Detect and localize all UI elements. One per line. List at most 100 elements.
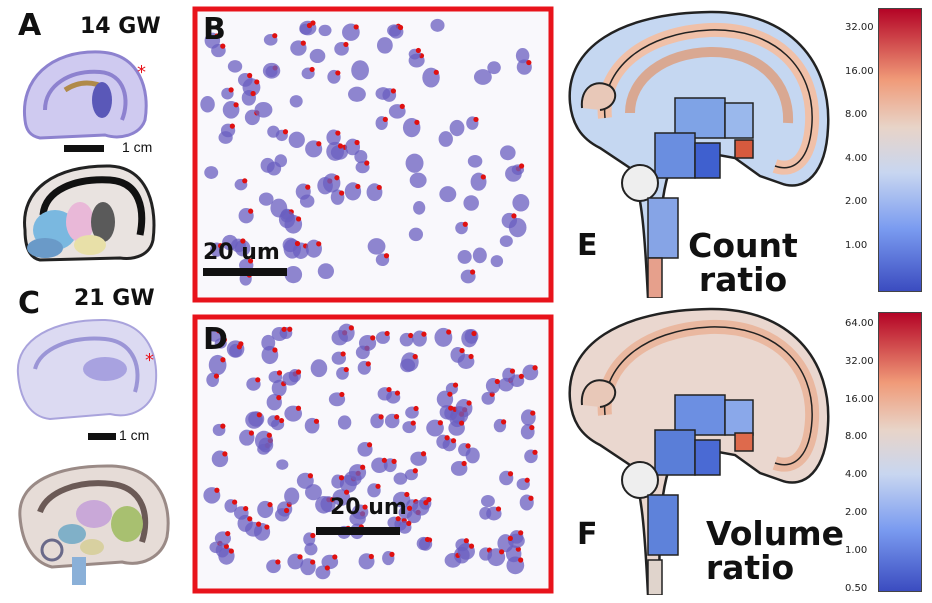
cell-marker-dot [294, 240, 301, 247]
stained-cell [512, 194, 530, 212]
cell-marker-dot [348, 325, 354, 331]
cell-marker-dot [305, 184, 311, 190]
cell-marker-dot [276, 395, 282, 401]
cell-marker-dot [332, 554, 338, 560]
cell-marker-dot [507, 471, 514, 477]
cell-marker-dot [465, 443, 471, 449]
stained-cell [309, 48, 326, 64]
cell-marker-dot [281, 326, 287, 332]
colorbar-tick-label: 1.00 [845, 544, 868, 556]
cell-marker-dot [254, 79, 260, 85]
cell-marker-dot [463, 538, 469, 544]
stained-cell [310, 359, 328, 378]
svg-text:*: * [137, 62, 146, 83]
cell-marker-dot [310, 559, 316, 565]
cell-marker-dot [343, 41, 349, 48]
cell-marker-dot [420, 451, 427, 457]
cell-marker-dot [390, 88, 397, 94]
cell-marker-dot [382, 116, 388, 123]
stained-cell [254, 101, 273, 118]
stained-cell [267, 125, 280, 138]
cell-marker-dot [524, 477, 530, 483]
panel-b-scale-bar [203, 268, 287, 276]
cell-marker-dot [365, 361, 371, 367]
panel-b-histology [192, 6, 554, 303]
stained-cell [408, 227, 424, 242]
panel-c-age: 21 GW [74, 286, 155, 311]
cell-marker-dot [355, 183, 361, 190]
panel-d-cell-group [203, 323, 539, 580]
stained-cell [499, 235, 513, 247]
panel-c-letter: C [18, 286, 41, 321]
cell-marker-dot [518, 373, 524, 379]
cell-marker-dot [399, 103, 405, 109]
panel-e-colorbar [878, 8, 922, 292]
cell-marker-dot [433, 69, 439, 75]
stained-cell [348, 86, 366, 102]
panel-b-cell-group [200, 18, 532, 286]
cell-marker-dot [287, 326, 293, 332]
cell-marker-dot [300, 40, 306, 46]
cell-marker-dot [316, 241, 322, 247]
cell-marker-dot [264, 524, 270, 530]
stained-cell [289, 95, 303, 108]
stained-cell [284, 487, 300, 505]
cell-marker-dot [532, 365, 538, 371]
cell-marker-dot [295, 405, 302, 411]
cell-marker-dot [340, 351, 346, 357]
stained-cell [439, 186, 457, 203]
colorbar-tick-label: 8.00 [845, 109, 868, 120]
cell-marker-dot [213, 373, 220, 379]
panel-f-brain-map [568, 307, 830, 595]
cell-marker-dot [243, 505, 249, 512]
panel-a-nissl-section: * [22, 50, 148, 140]
panel-e-label-line1: Count [688, 226, 798, 265]
cell-marker-dot [266, 432, 272, 438]
cell-marker-dot [278, 417, 285, 424]
cell-marker-dot [218, 243, 224, 249]
cell-marker-dot [518, 557, 524, 563]
cell-marker-dot [335, 70, 341, 76]
panel-e-brain-map [568, 10, 830, 298]
cell-marker-dot [473, 116, 479, 123]
cell-marker-dot [528, 495, 534, 501]
cell-marker-dot [393, 414, 400, 420]
cell-marker-dot [412, 468, 418, 474]
cell-marker-dot [248, 208, 254, 214]
stained-cell [463, 195, 479, 211]
panel-d-scale-label: 20 um [330, 495, 407, 520]
cell-marker-dot [216, 328, 222, 334]
stained-cell [262, 62, 281, 79]
cell-marker-dot [461, 460, 467, 467]
cell-marker-dot [413, 405, 419, 412]
cell-marker-dot [423, 500, 429, 506]
cell-marker-dot [344, 489, 350, 495]
panel-e-letter: E [577, 228, 598, 263]
cell-marker-dot [236, 344, 242, 350]
stained-cell [508, 217, 527, 238]
colorbar-tick-label: 4.00 [845, 469, 868, 481]
cell-marker-dot [376, 184, 382, 191]
cell-marker-dot [233, 102, 239, 108]
cell-marker-dot [384, 330, 390, 337]
cell-marker-dot [242, 178, 248, 184]
cell-marker-dot [404, 491, 410, 498]
cell-marker-dot [310, 532, 316, 539]
cell-marker-dot [412, 354, 418, 360]
cell-marker-dot [250, 90, 256, 97]
cell-marker-dot [526, 59, 532, 66]
cell-marker-dot [381, 457, 387, 463]
cell-marker-dot [275, 559, 281, 565]
cell-marker-dot [471, 330, 477, 337]
cell-marker-dot [338, 475, 345, 481]
cell-marker-dot [306, 22, 313, 29]
cell-marker-dot [518, 530, 524, 536]
cell-marker-dot [272, 347, 278, 353]
stained-cell [500, 145, 516, 161]
cell-marker-dot [248, 430, 255, 436]
cell-marker-dot [395, 516, 401, 522]
cell-marker-dot [406, 520, 412, 526]
cell-marker-dot [501, 419, 507, 425]
stained-cell [457, 249, 472, 264]
cell-marker-dot [256, 521, 262, 527]
